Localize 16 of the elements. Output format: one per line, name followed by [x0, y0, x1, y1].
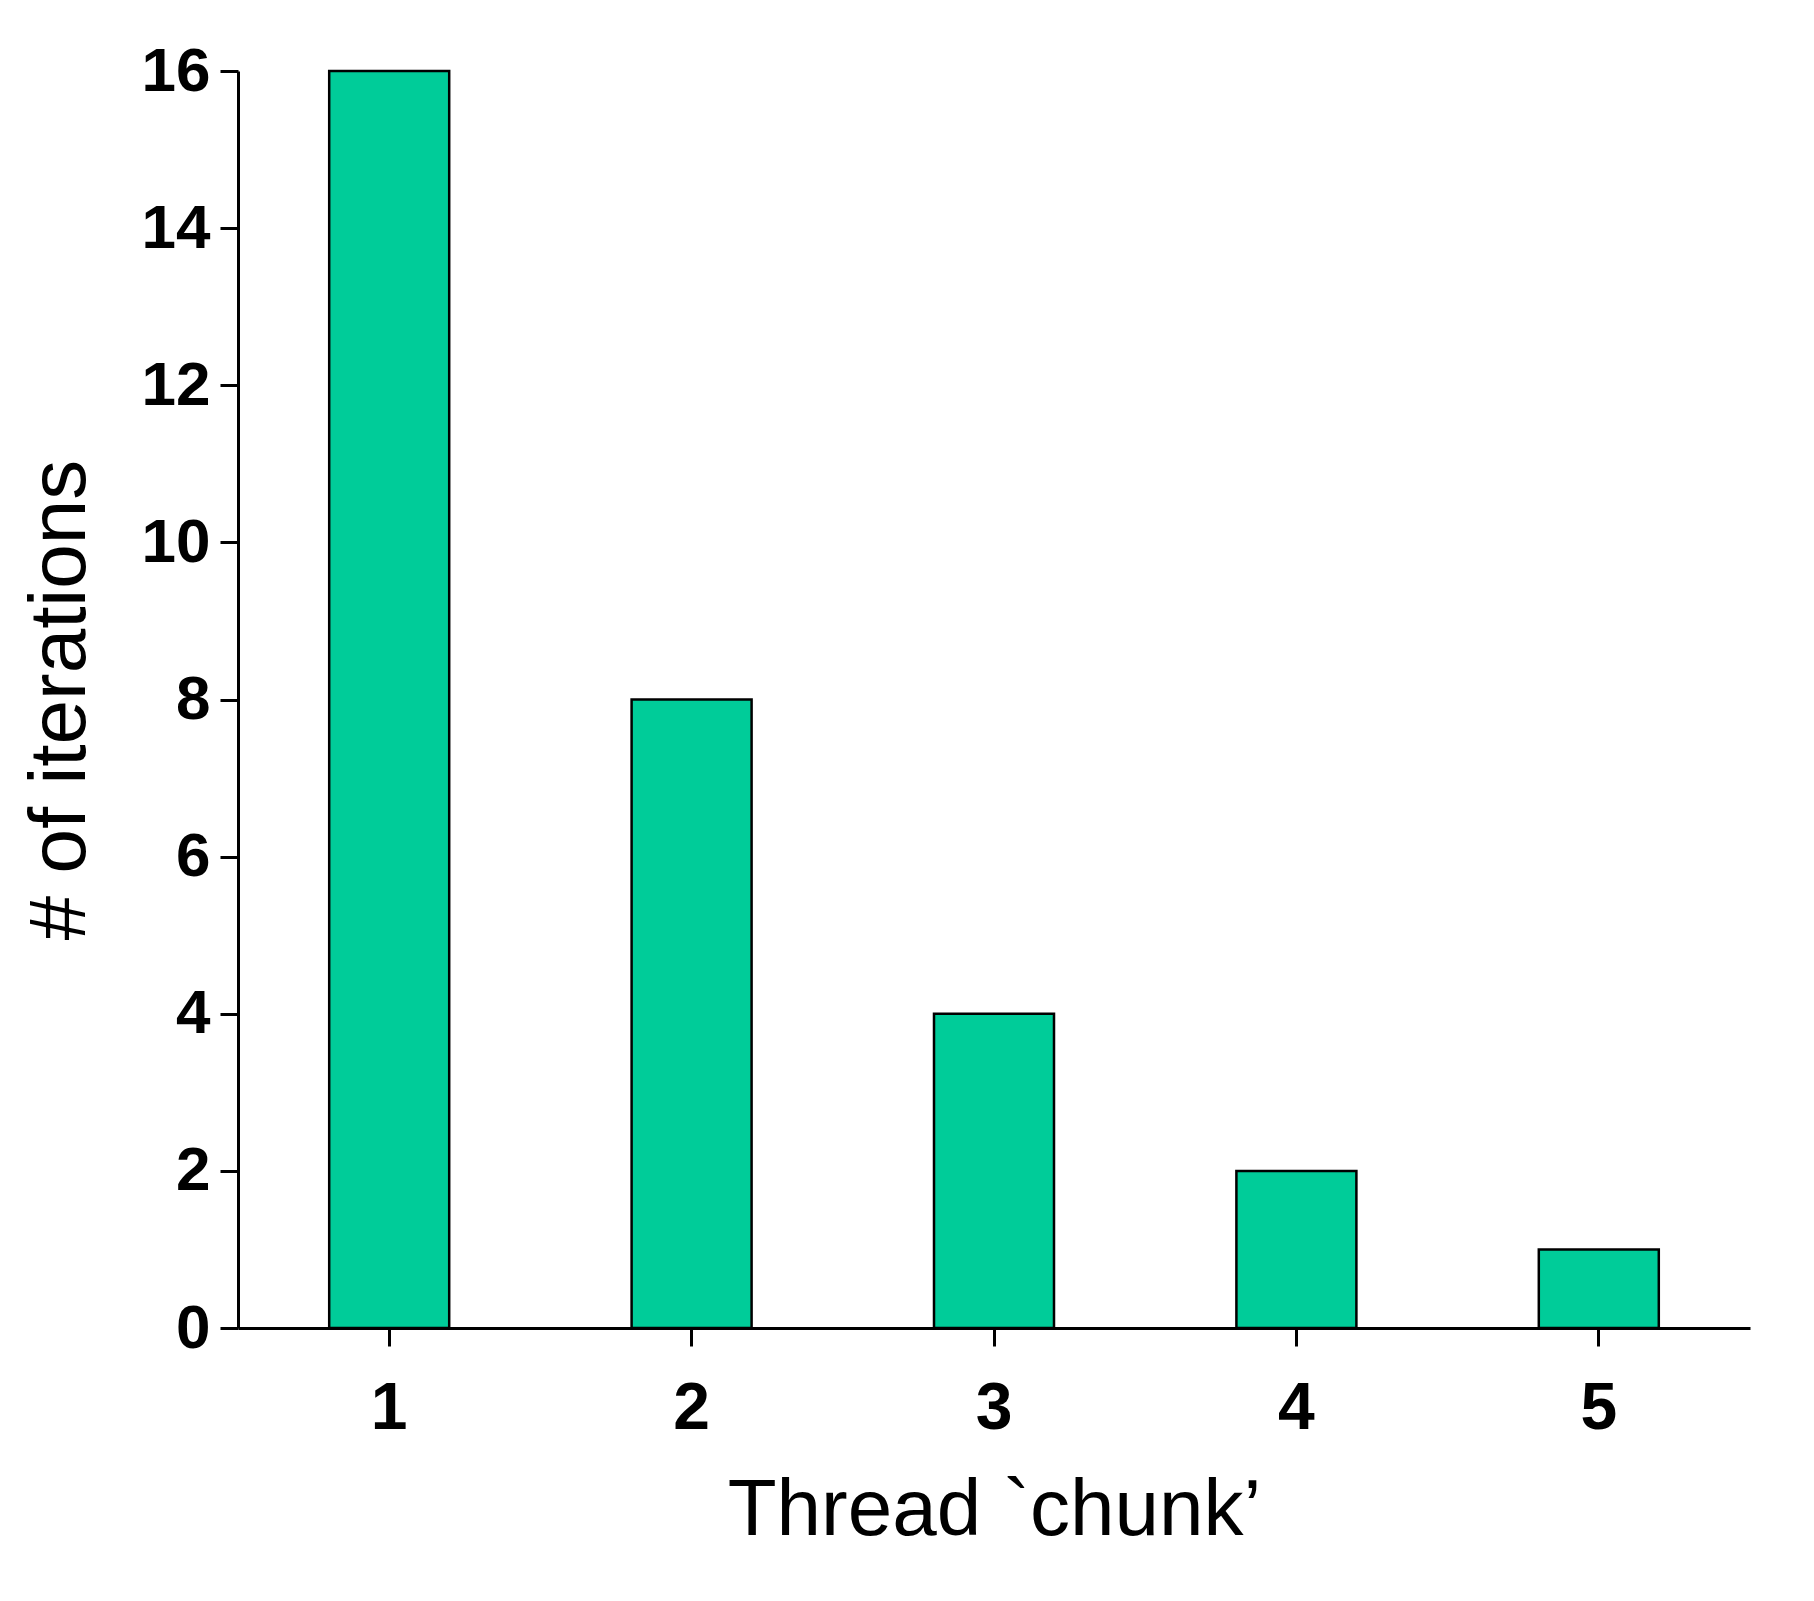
x-tick-label: 1	[370, 1368, 408, 1443]
y-tick-label: 10	[141, 505, 211, 575]
x-tick-label: 3	[975, 1368, 1013, 1443]
x-tick-label: 4	[1278, 1368, 1316, 1443]
y-tick-label: 6	[176, 820, 211, 890]
x-axis-title: Thread `chunk’	[727, 1462, 1262, 1552]
y-tick-label: 14	[141, 191, 212, 261]
y-tick-label: 8	[176, 663, 211, 732]
x-tick-label: 5	[1580, 1368, 1618, 1443]
y-tick-label: 0	[176, 1291, 211, 1361]
y-axis-title: # of iterations	[12, 459, 102, 941]
y-tick-label: 2	[176, 1134, 211, 1204]
x-tick-label: 2	[673, 1368, 710, 1443]
y-tick-label: 16	[141, 34, 211, 104]
y-tick-label: 12	[141, 348, 211, 418]
y-tick-label: 4	[176, 977, 212, 1047]
